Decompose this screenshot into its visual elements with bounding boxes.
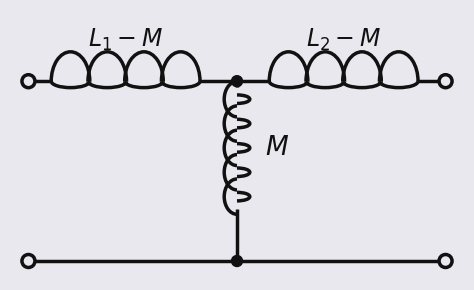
Circle shape: [22, 75, 35, 88]
Circle shape: [231, 76, 243, 87]
Circle shape: [231, 255, 243, 267]
Text: $M$: $M$: [265, 135, 289, 160]
Circle shape: [22, 255, 35, 267]
Text: $L_2 - M$: $L_2 - M$: [306, 27, 381, 53]
Circle shape: [439, 75, 452, 88]
Circle shape: [439, 255, 452, 267]
Text: $L_1 - M$: $L_1 - M$: [88, 27, 163, 53]
